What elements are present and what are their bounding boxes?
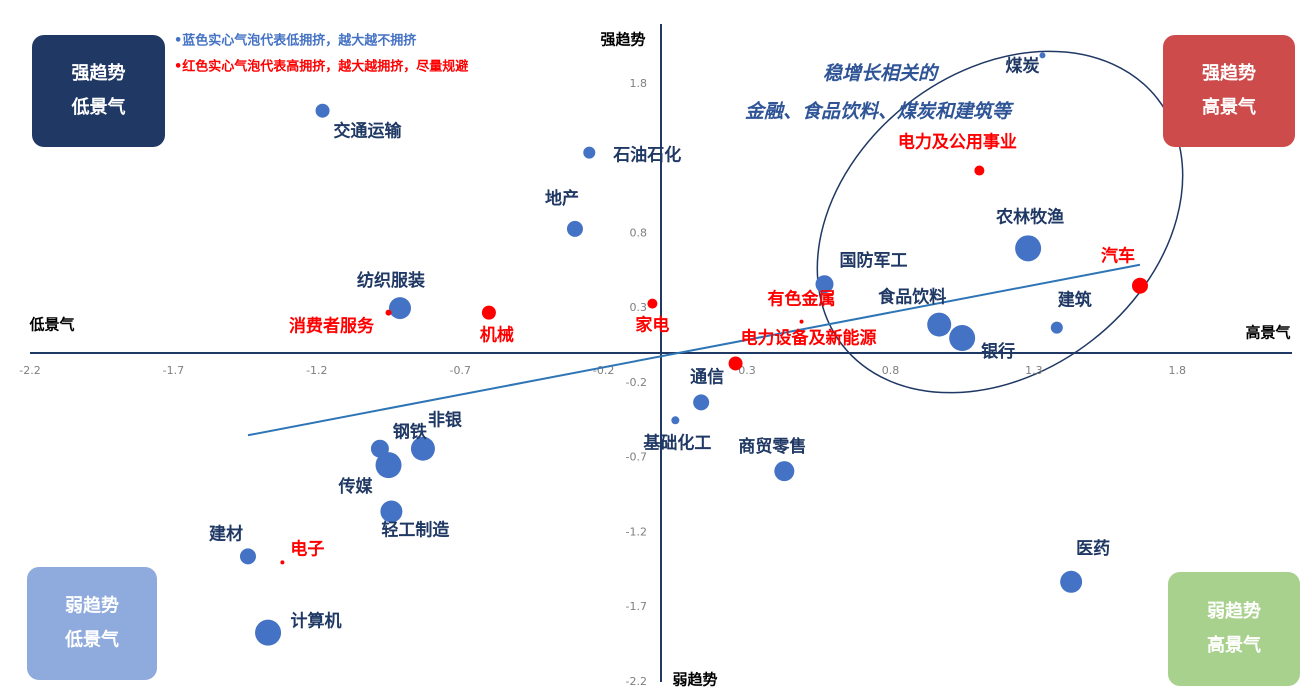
quadrant-box <box>1168 572 1300 686</box>
quadrant-label: 低景气 <box>64 629 119 651</box>
quadrant-label: 强趋势 <box>1202 62 1256 84</box>
bubble <box>927 312 952 337</box>
point-label: 国防军工 <box>839 250 907 271</box>
axis-label: 强趋势 <box>600 31 645 49</box>
axis-label: 弱趋势 <box>672 671 717 689</box>
quadrant-label: 弱趋势 <box>65 595 119 617</box>
x-tick-label: -1.7 <box>163 364 184 377</box>
bubble <box>799 319 804 324</box>
quadrant-box <box>27 567 157 680</box>
bubble <box>315 103 330 118</box>
x-tick-label: 1.3 <box>1025 364 1043 377</box>
bubble <box>671 416 680 425</box>
legend-entry: •蓝色实心气泡代表低拥挤，越大越不拥挤 <box>174 33 417 49</box>
annotation: 稳增长相关的 <box>823 63 940 85</box>
bubble <box>815 275 834 294</box>
point-label: 电子 <box>290 538 324 559</box>
bubble <box>647 298 658 309</box>
point-label: 通信 <box>690 366 724 387</box>
quadrant-label: 弱趋势 <box>1207 600 1261 622</box>
bubble <box>1131 277 1148 294</box>
x-tick-label: 0.3 <box>738 364 756 377</box>
point-label: 煤炭 <box>1005 55 1039 76</box>
bubble <box>728 356 743 371</box>
x-tick-label: -2.2 <box>19 364 40 377</box>
x-tick-label: -1.2 <box>306 364 327 377</box>
annotation: 金融、食品饮料、煤炭和建筑等 <box>745 101 1015 123</box>
x-tick-label: 1.8 <box>1169 364 1187 377</box>
point-label: 交通运输 <box>334 121 403 142</box>
point-label: 非银 <box>428 410 463 431</box>
bubble <box>583 146 596 159</box>
y-tick-label: -0.7 <box>626 451 647 464</box>
bubble <box>1050 321 1063 334</box>
point-label: 农林牧渔 <box>995 206 1064 227</box>
quadrant-box <box>32 35 165 147</box>
bubble <box>774 461 795 482</box>
bubble <box>566 220 583 237</box>
bubble <box>693 394 710 411</box>
quadrant-label: 高景气 <box>1207 634 1261 656</box>
point-label: 钢铁 <box>393 422 427 443</box>
point-label: 银行 <box>981 341 1015 362</box>
point-label: 电力设备及新能源 <box>741 327 877 348</box>
point-label: 医药 <box>1076 538 1110 559</box>
bubble <box>385 309 392 316</box>
x-tick-label: 0.8 <box>882 364 900 377</box>
highlight-ellipse <box>816 50 1184 394</box>
axis-label: 低景气 <box>28 316 74 334</box>
point-label: 汽车 <box>1101 246 1135 267</box>
point-label: 消费者服务 <box>289 316 375 337</box>
quadrant-label: 强趋势 <box>72 62 126 84</box>
point-label: 传媒 <box>338 476 374 497</box>
bubble <box>388 297 411 320</box>
point-label: 轻工制造 <box>381 520 450 541</box>
point-label: 基础化工 <box>642 432 711 453</box>
legend-entry: •红色实心气泡代表高拥挤，越大越拥挤，尽量规避 <box>174 59 468 75</box>
bubble <box>375 452 402 479</box>
y-tick-label: -1.7 <box>626 600 647 613</box>
point-label: 电力及公用事业 <box>898 132 1017 153</box>
point-label: 石油石化 <box>612 145 681 166</box>
y-tick-label: 1.8 <box>630 77 648 90</box>
bubble <box>255 619 282 646</box>
bubble <box>481 305 496 320</box>
x-tick-label: -0.7 <box>449 364 470 377</box>
point-label: 纺织服装 <box>357 270 425 291</box>
bubble <box>974 165 985 176</box>
bubble <box>1060 570 1083 593</box>
point-label: 家电 <box>635 315 669 336</box>
y-tick-label: -1.2 <box>626 525 647 538</box>
point-label: 建材 <box>209 523 243 544</box>
bubble <box>1039 52 1046 59</box>
quadrant-label: 高景气 <box>1202 96 1256 118</box>
y-tick-label: 0.3 <box>630 301 648 314</box>
point-label: 有色金属 <box>768 289 836 310</box>
y-tick-label: 0.8 <box>630 226 648 239</box>
quadrant-box <box>1163 35 1295 147</box>
y-tick-label: -0.2 <box>626 376 647 389</box>
quadrant-label: 低景气 <box>71 96 126 118</box>
y-tick-label: -2.2 <box>626 675 647 688</box>
axis-label: 高景气 <box>1245 324 1290 342</box>
point-label: 商贸零售 <box>738 436 806 457</box>
trend-line <box>247 263 1141 437</box>
bubble <box>949 325 976 352</box>
bubble <box>239 548 256 565</box>
point-label: 建筑 <box>1058 290 1092 311</box>
bubble <box>1015 235 1042 262</box>
point-label: 食品饮料 <box>878 287 946 308</box>
bubble <box>380 500 403 523</box>
point-label: 机械 <box>480 325 514 346</box>
bubble <box>280 560 285 565</box>
bubble <box>410 436 435 461</box>
point-label: 地产 <box>545 188 579 209</box>
point-label: 计算机 <box>291 611 342 632</box>
